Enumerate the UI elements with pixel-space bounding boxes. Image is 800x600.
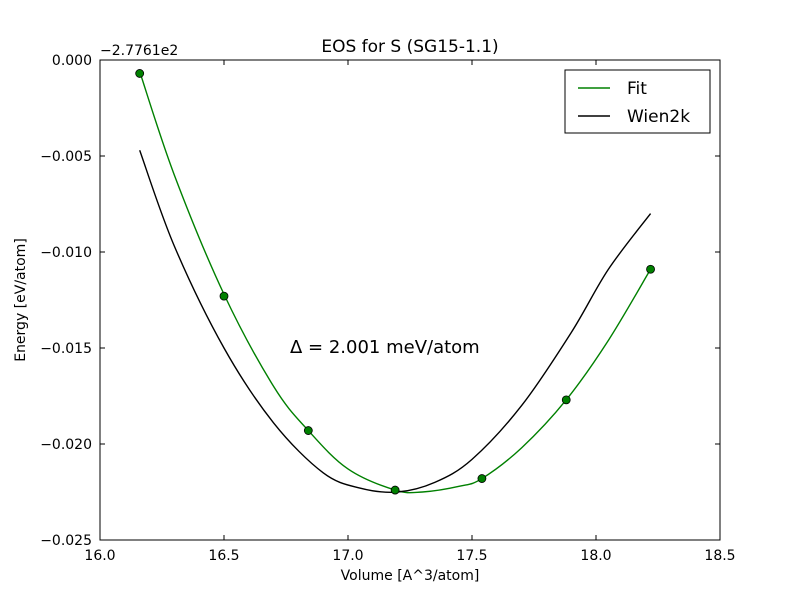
data-point	[135, 69, 145, 78]
plot-frame	[99, 59, 721, 541]
data-point	[561, 395, 571, 405]
legend-box	[564, 69, 711, 134]
y-tick-label: −0.025	[40, 533, 92, 549]
y-tick-label: −0.015	[40, 341, 92, 357]
legend-label-wien2k: Wien2k	[627, 107, 690, 127]
legend: Fit Wien2k	[564, 69, 711, 134]
chart-title: EOS for S (SG15-1.1)	[321, 37, 498, 57]
x-tick-label: 17.0	[332, 548, 363, 564]
y-axis-label: Energy [eV/atom]	[13, 238, 29, 362]
y-tick-label: −0.005	[40, 149, 92, 165]
x-tick-label: 16.5	[208, 548, 239, 564]
delta-annotation: Δ = 2.001 meV/atom	[290, 337, 480, 358]
y-tick-label: 0.000	[52, 53, 92, 69]
x-tick-label: 16.0	[84, 548, 115, 564]
y-tick-label: −0.010	[40, 245, 92, 261]
x-tick-label: 18.0	[580, 548, 611, 564]
x-tick-label: 18.5	[704, 548, 735, 564]
series-line-fit	[139, 71, 652, 494]
data-point	[303, 426, 313, 435]
data-point	[477, 474, 487, 483]
series-line-wien2k	[139, 150, 652, 493]
data-points	[135, 69, 655, 495]
data-point	[219, 291, 229, 301]
x-axis-label: Volume [A^3/atom]	[341, 568, 480, 584]
data-point	[390, 485, 400, 495]
y-offset-label: −2.7761e2	[100, 43, 178, 59]
series-lines	[139, 71, 652, 494]
x-tick-label: 17.5	[456, 548, 487, 564]
legend-label-fit: Fit	[627, 79, 647, 99]
y-tick-label: −0.020	[40, 437, 92, 453]
data-point	[646, 264, 655, 274]
